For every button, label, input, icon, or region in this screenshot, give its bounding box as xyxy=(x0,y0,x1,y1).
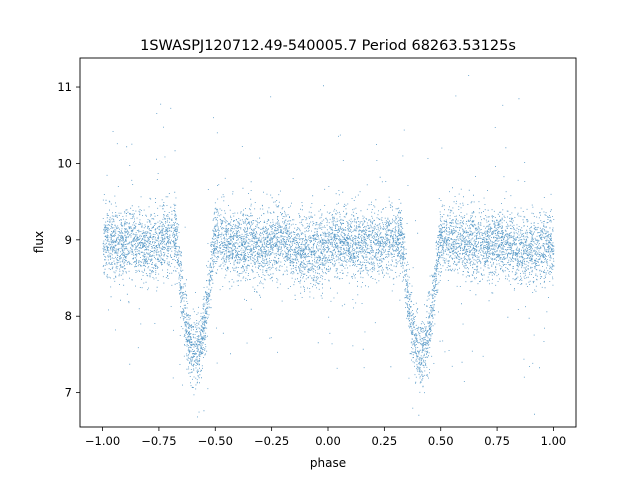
x-tick-label: 0.00 xyxy=(315,434,341,448)
y-tick-label: 10 xyxy=(57,156,72,170)
y-tick-label: 11 xyxy=(57,80,72,94)
y-tick-label: 8 xyxy=(65,309,72,323)
x-tick-label: −0.25 xyxy=(254,434,289,448)
scatter-points xyxy=(102,75,555,418)
x-axis-label: phase xyxy=(310,456,346,470)
x-tick-label: 1.00 xyxy=(541,434,567,448)
x-tick-label: 0.75 xyxy=(484,434,510,448)
y-axis-ticks: 7 8 9 10 11 xyxy=(57,80,80,400)
x-tick-label: −1.00 xyxy=(85,434,120,448)
x-tick-label: 0.50 xyxy=(428,434,454,448)
data-points xyxy=(102,75,555,418)
x-tick-label: 0.25 xyxy=(372,434,398,448)
y-tick-label: 7 xyxy=(65,386,72,400)
x-tick-label: −0.75 xyxy=(141,434,176,448)
x-tick-label: −0.50 xyxy=(198,434,233,448)
chart-title: 1SWASPJ120712.49-540005.7 Period 68263.5… xyxy=(140,38,516,54)
y-tick-label: 9 xyxy=(65,233,72,247)
x-axis-ticks: −1.00 −0.75 −0.50 −0.25 0.00 0.25 0.50 0.75 1.00 xyxy=(85,427,566,448)
y-axis-label: flux xyxy=(32,231,46,253)
